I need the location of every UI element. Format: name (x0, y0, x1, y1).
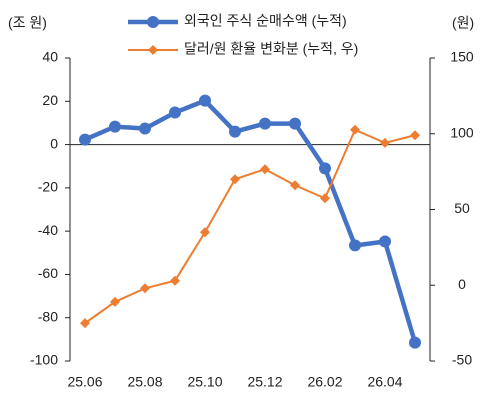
data-point (229, 125, 241, 138)
y-tick-label: 20 (42, 92, 58, 108)
x-tick-label: 25.08 (127, 374, 162, 390)
data-point (259, 117, 271, 130)
x-tick-label: 26.04 (367, 374, 402, 390)
data-point (319, 162, 331, 175)
data-point (409, 336, 421, 349)
y-tick-label: -20 (38, 179, 58, 195)
y-tick-label: -60 (38, 265, 58, 281)
legend-label: 달러/원 환율 변화분 (누적, 우) (184, 41, 358, 57)
x-tick-label: 25.06 (67, 374, 102, 390)
y2-tick-label: -50 (452, 352, 472, 368)
data-point (289, 117, 301, 130)
data-point (79, 133, 91, 146)
data-point (230, 174, 240, 185)
y-tick-label: -40 (38, 222, 58, 238)
data-point (290, 180, 300, 191)
data-point (260, 164, 270, 175)
y2-tick-label: 50 (454, 200, 470, 216)
data-point (379, 235, 391, 248)
y2-unit: (원) (452, 15, 474, 31)
data-point (169, 106, 181, 119)
data-point (349, 239, 361, 252)
data-point (320, 193, 330, 204)
data-point (380, 137, 390, 148)
y-tick-label: -100 (30, 352, 58, 368)
legend-marker (148, 45, 158, 55)
y-unit: (조 원) (8, 15, 47, 31)
data-point (410, 130, 420, 141)
data-point (199, 94, 211, 107)
legend-marker (147, 16, 159, 28)
data-point (109, 120, 121, 133)
series-line (84, 97, 418, 344)
y-tick-label: 0 (50, 135, 58, 151)
data-point (80, 318, 90, 329)
x-tick-label: 25.12 (247, 374, 282, 390)
y-tick-label: -80 (38, 308, 58, 324)
data-point (140, 283, 150, 294)
series-line (84, 128, 416, 324)
data-point (350, 124, 360, 135)
legend-label: 외국인 주식 순매수액 (누적) (184, 13, 347, 29)
data-point (200, 227, 210, 238)
y2-tick-label: 150 (450, 49, 474, 65)
x-tick-label: 25.10 (187, 374, 222, 390)
data-point (139, 122, 151, 135)
y-tick-label: 40 (42, 49, 58, 65)
y2-tick-label: 100 (450, 124, 474, 140)
data-point (110, 296, 120, 307)
y2-tick-label: 0 (458, 276, 466, 292)
data-point (170, 275, 180, 286)
x-tick-label: 26.02 (307, 374, 342, 390)
